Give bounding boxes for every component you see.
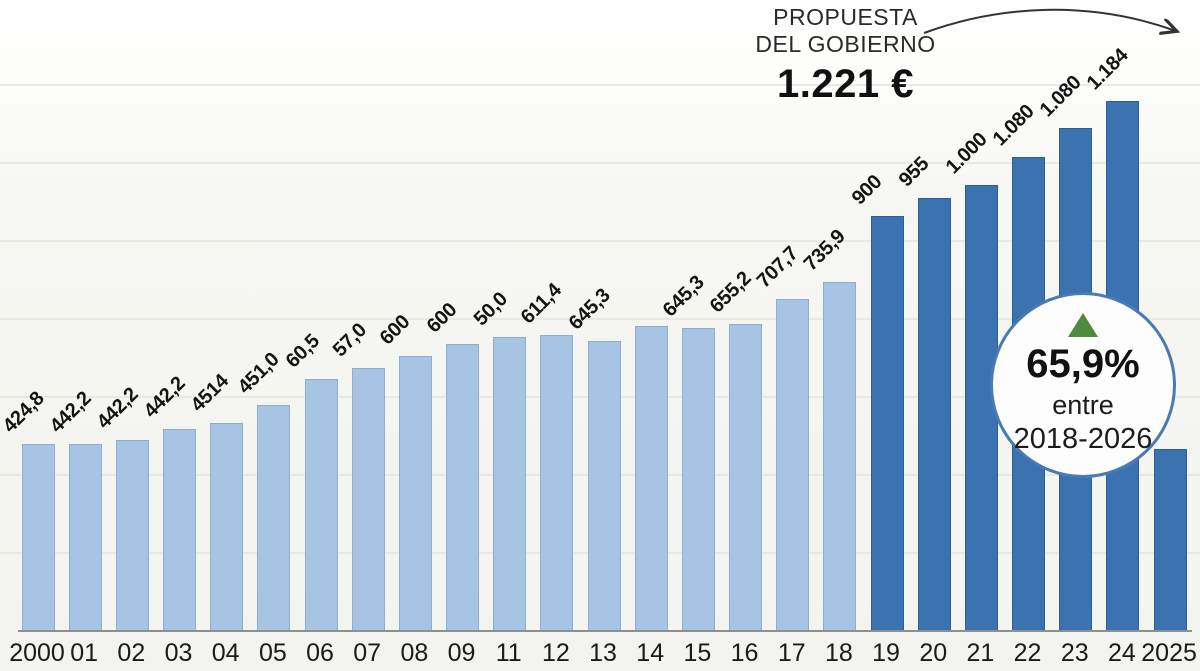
bar-value-17: 707,7: [752, 242, 803, 293]
bar-value-2000: 424,8: [0, 387, 49, 438]
x-tick-13: 13: [589, 639, 617, 667]
x-tick-07: 07: [353, 639, 382, 667]
gridline: [0, 318, 1200, 320]
bar-20: [917, 198, 951, 630]
x-tick-24: 24: [1108, 639, 1136, 667]
proposal-line2: DEL GOBIERNO: [755, 31, 936, 58]
increase-badge: 65,9% entre 2018-2026: [990, 292, 1176, 478]
x-tick-2025: 2025: [1141, 639, 1197, 667]
x-tick-14: 14: [636, 639, 665, 667]
x-tick-11: 11: [495, 639, 522, 667]
x-axis-line: [18, 630, 1192, 632]
bar-2025: [1153, 449, 1187, 630]
bar-01: [68, 444, 102, 630]
badge-range: 2018-2026: [1013, 423, 1153, 456]
bar-15: [681, 328, 715, 630]
x-tick-03: 03: [164, 639, 193, 667]
x-tick-04: 04: [211, 639, 240, 667]
bar-2000: [21, 444, 55, 630]
x-tick-02: 02: [117, 639, 146, 667]
bar-06: [304, 379, 338, 630]
bar-value-23: 1.080: [1035, 71, 1086, 122]
x-tick-18: 18: [824, 639, 853, 667]
bar-11: [493, 337, 527, 630]
x-tick-06: 06: [306, 639, 334, 667]
bar-14: [634, 326, 668, 630]
badge-percent: 65,9%: [1026, 342, 1140, 387]
badge-entre: entre: [1052, 390, 1114, 421]
bar-value-11: 50,0: [469, 288, 513, 331]
bar-value-01: 442,2: [45, 387, 96, 438]
bar-03: [163, 429, 196, 630]
bar-04: [210, 423, 244, 630]
bar-09: [446, 344, 480, 630]
increase-triangle-icon: [1068, 313, 1098, 338]
government-proposal-annotation: PROPUESTA DEL GOBIERNO 1.221 €: [728, 4, 963, 108]
gridline: [0, 162, 1200, 164]
bar-value-18: 735,9: [800, 225, 851, 276]
x-tick-05: 05: [258, 639, 287, 667]
gridline: [0, 240, 1200, 242]
x-tick-09: 09: [447, 639, 476, 667]
bar-value-13: 645,3: [564, 284, 615, 335]
gridline: [0, 84, 1200, 86]
bar-05: [257, 405, 291, 630]
bar-value-21: 1.000: [941, 128, 992, 179]
x-tick-22: 22: [1013, 639, 1042, 667]
bar-12: [540, 335, 574, 630]
x-tick-15: 15: [683, 639, 712, 667]
x-tick-2000: 2000: [9, 639, 65, 667]
bar-02: [115, 440, 149, 630]
bar-value-19: 900: [847, 170, 886, 210]
bar-08: [398, 356, 432, 630]
bar-value-07: 57,0: [328, 319, 371, 362]
x-tick-20: 20: [919, 639, 948, 667]
bar-value-02: 442,2: [92, 383, 143, 434]
bar-value-16: 655,2: [705, 267, 756, 318]
bar-value-20: 955: [894, 152, 933, 192]
bar-16: [729, 324, 763, 630]
bar-value-08: 600: [375, 310, 415, 350]
x-tick-23: 23: [1060, 639, 1089, 667]
x-tick-16: 16: [730, 639, 759, 667]
proposal-line1: PROPUESTA: [773, 4, 918, 30]
bar-value-04: 4514: [186, 370, 234, 417]
proposal-amount: 1.221 €: [777, 62, 914, 107]
bar-18: [823, 282, 857, 630]
x-tick-08: 08: [400, 639, 429, 667]
bar-value-06: 60,5: [281, 330, 324, 373]
bar-13: [587, 341, 621, 630]
bar-value-15: 645,3: [658, 271, 709, 322]
x-tick-19: 19: [872, 639, 900, 667]
bar-value-24: 1.184: [1083, 44, 1134, 95]
bar-value-12: 611,4: [517, 279, 567, 329]
bar-value-22: 1.080: [988, 100, 1039, 151]
x-tick-17: 17: [777, 639, 806, 667]
x-tick-12: 12: [541, 639, 570, 667]
bar-17: [776, 299, 810, 630]
bar-19: [870, 216, 904, 630]
x-tick-21: 21: [966, 639, 995, 667]
bar-value-09: 600: [422, 298, 462, 338]
x-tick-01: 01: [70, 639, 99, 667]
bar-value-05: 451,0: [234, 348, 284, 399]
bar-07: [351, 368, 385, 630]
